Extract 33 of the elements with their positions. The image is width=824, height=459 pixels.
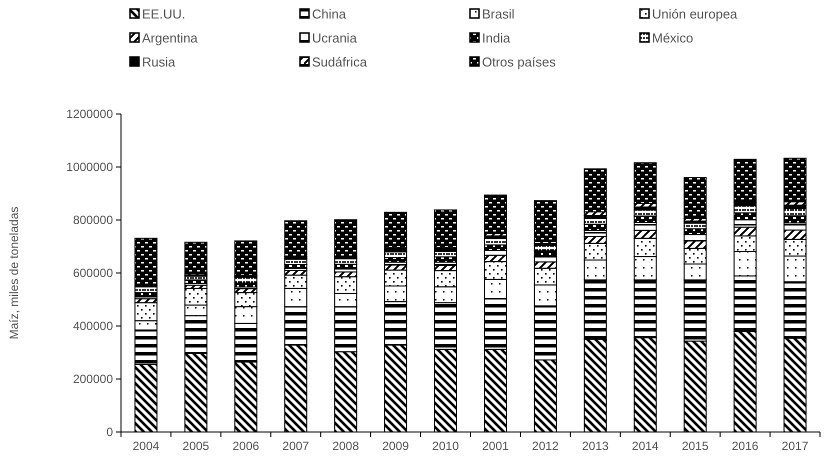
legend-label: India — [482, 30, 511, 46]
y-tick-label: 200000 — [72, 372, 114, 386]
legend-label: EE.UU. — [142, 6, 186, 22]
x-tick-label: 2009 — [382, 439, 410, 453]
legend-label: Otros países — [482, 54, 556, 70]
legend-label: Rusia — [142, 54, 176, 70]
x-tick-label: 2006 — [232, 439, 260, 453]
x-tick-label: 2010 — [432, 439, 460, 453]
x-tick-label: 2004 — [132, 439, 160, 453]
x-tick-label: 2015 — [682, 439, 709, 453]
y-tick-label: 800000 — [72, 213, 114, 228]
y-tick-label: 400000 — [72, 319, 114, 334]
legend-label: Unión europea — [652, 6, 738, 22]
x-tick-label: 2017 — [782, 439, 809, 453]
x-tick-label: 2012 — [532, 439, 560, 453]
x-tick-label: 2016 — [732, 439, 759, 453]
y-tick-label: 600000 — [72, 266, 114, 280]
legend-label: Argentina — [142, 30, 198, 46]
x-tick-label: 2008 — [332, 439, 360, 453]
legend-label: Ucrania — [312, 30, 358, 46]
legend-label: Sudáfrica — [312, 54, 368, 70]
y-tick-label: 0 — [106, 425, 114, 440]
legend-label: China — [312, 6, 347, 22]
x-tick-label: 2007 — [282, 439, 310, 453]
legend-label: México — [652, 30, 694, 46]
y-tick-label: 1200000 — [66, 107, 114, 122]
y-axis-title: Maíz, miles de toneladas — [7, 206, 21, 340]
x-tick-label: 2014 — [632, 439, 659, 453]
x-tick-label: 2013 — [582, 439, 609, 453]
legend-label: Brasil — [482, 6, 515, 22]
x-tick-label: 2001 — [482, 439, 510, 453]
y-tick-label: 1000000 — [66, 160, 114, 174]
x-tick-label: 2005 — [182, 439, 210, 453]
